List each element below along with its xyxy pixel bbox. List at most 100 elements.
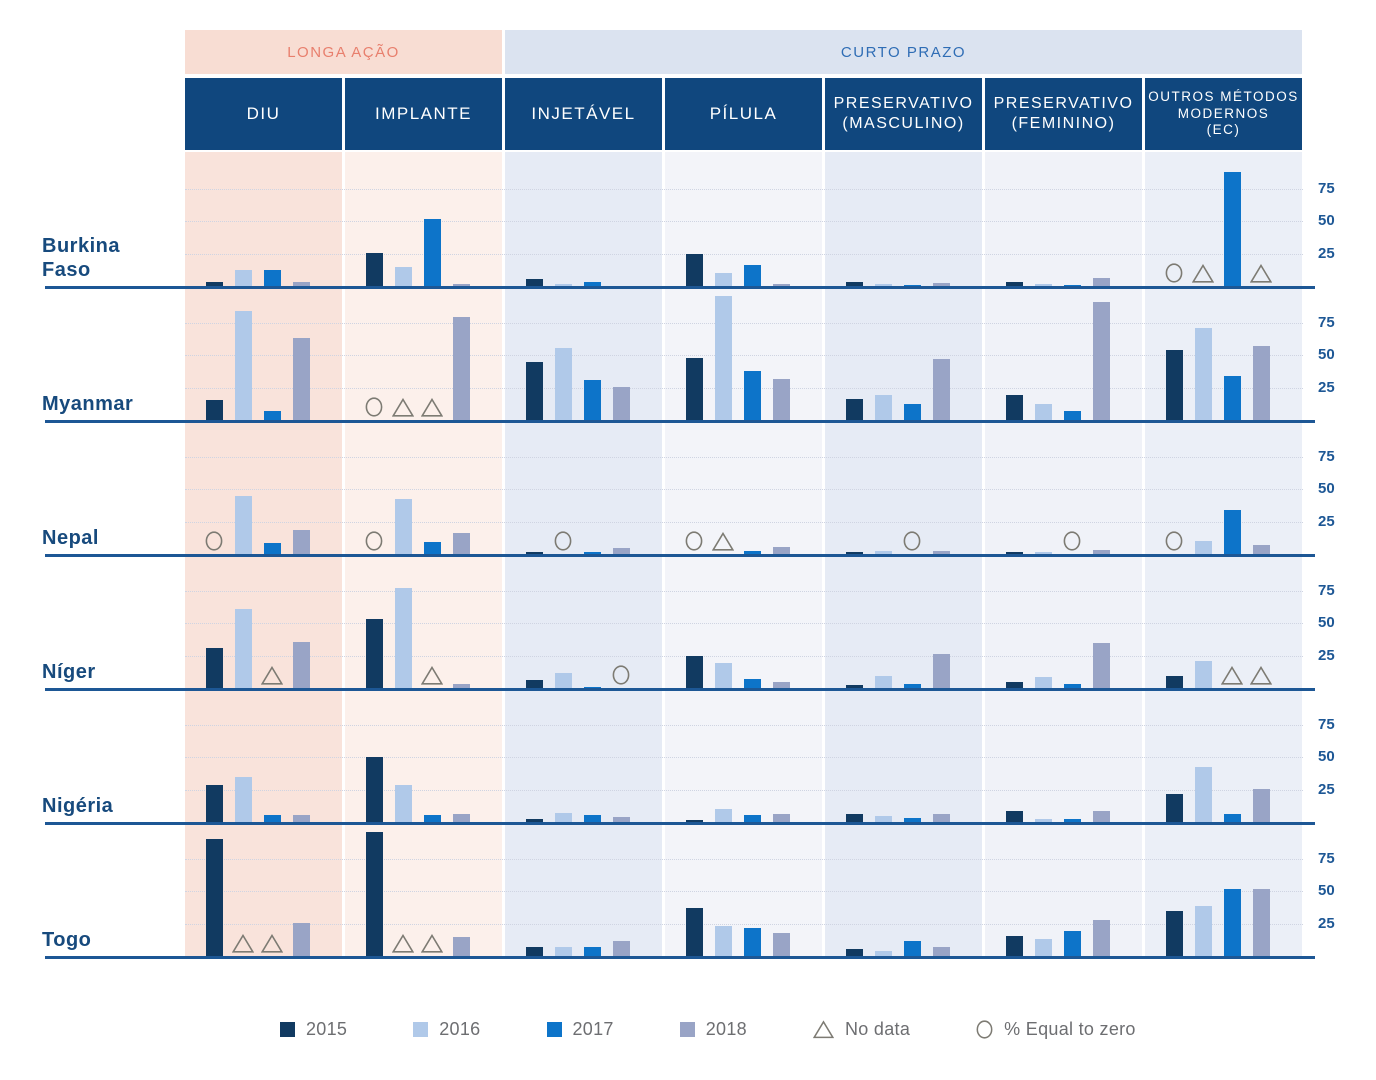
bar-p-lula-2017: [744, 264, 761, 287]
gridline-25: [185, 924, 1303, 926]
bar-implante-2018: [453, 937, 470, 957]
no-data-triangle-icon: [392, 398, 414, 417]
axis-tick-75: 75: [1318, 581, 1335, 599]
bar-injet-vel-2016: [555, 673, 572, 689]
bar-p-lula-2015: [686, 358, 703, 421]
axis-tick-25: 25: [1318, 915, 1335, 933]
bar-implante-2015: [366, 619, 383, 689]
bar-injet-vel-2016: [555, 283, 572, 287]
bar-implante-2016: [395, 498, 412, 555]
bar-diu-2018: [293, 922, 310, 957]
bar-outros-m-todos-modernos-ec-2016: [1195, 327, 1212, 421]
bar-injet-vel-2015: [526, 946, 543, 957]
bar-p-lula-2015: [686, 908, 703, 957]
bar-implante-2017: [424, 815, 441, 823]
no-data-triangle-icon: [813, 1019, 834, 1039]
bar-injet-vel-2017: [584, 815, 601, 823]
bar-preservativo-feminino-2016: [1035, 819, 1052, 823]
axis-tick-75: 75: [1318, 313, 1335, 331]
bar-preservativo-masculino-2018: [933, 653, 950, 689]
gridline-25: [185, 522, 1303, 524]
bar-p-lula-2018: [773, 547, 790, 555]
bar-preservativo-masculino-2018: [933, 551, 950, 555]
bar-implante-2016: [395, 784, 412, 823]
column-header-implante: IMPLANTE: [345, 78, 502, 150]
bar-preservativo-masculino-2017: [904, 818, 921, 823]
baseline-n-ger: [45, 688, 1315, 691]
bar-p-lula-2017: [744, 371, 761, 421]
column-header-p-lula: PÍLULA: [665, 78, 822, 150]
bar-preservativo-masculino-2018: [933, 359, 950, 421]
bar-p-lula-2016: [715, 662, 732, 689]
bar-outros-m-todos-modernos-ec-2017: [1224, 813, 1241, 823]
bar-diu-2015: [206, 838, 223, 957]
bar-p-lula-2018: [773, 813, 790, 823]
no-data-triangle-icon: [421, 666, 443, 685]
bar-preservativo-feminino-2017: [1064, 819, 1081, 823]
bar-outros-m-todos-modernos-ec-2015: [1166, 794, 1183, 823]
bar-preservativo-feminino-2015: [1006, 811, 1023, 823]
axis-tick-50: 50: [1318, 212, 1335, 230]
baseline-nig-ria: [45, 822, 1315, 825]
bar-preservativo-masculino-2017: [904, 683, 921, 689]
column-header-line: PRESERVATIVO: [993, 95, 1134, 112]
bar-preservativo-masculino-2015: [846, 282, 863, 287]
bar-outros-m-todos-modernos-ec-2015: [1166, 911, 1183, 957]
column-header-line: IMPLANTE: [374, 104, 473, 124]
legend-label: 2016: [439, 1018, 481, 1039]
bar-injet-vel-2016: [555, 812, 572, 823]
bar-preservativo-masculino-2015: [846, 813, 863, 823]
bar-implante-2016: [395, 267, 412, 287]
bar-implante-2015: [366, 832, 383, 957]
bar-outros-m-todos-modernos-ec-2015: [1166, 350, 1183, 421]
group-band-curto-prazo: CURTO PRAZO: [505, 30, 1302, 74]
zero-circle-icon: [365, 397, 383, 417]
bar-injet-vel-2017: [584, 551, 601, 555]
legend-swatch-2017: [546, 1021, 562, 1037]
bar-outros-m-todos-modernos-ec-2017: [1224, 171, 1241, 287]
bar-diu-2016: [235, 310, 252, 421]
bar-p-lula-2016: [715, 272, 732, 287]
column-header-line: (FEMININO): [1011, 115, 1116, 132]
no-data-triangle-icon: [1250, 666, 1272, 685]
gridline-75: [185, 858, 1303, 860]
gridline-75: [185, 322, 1303, 324]
gridline-50: [185, 891, 1303, 893]
gridline-25: [185, 254, 1303, 256]
baseline-myanmar: [45, 420, 1315, 423]
row-label-n-ger: Níger: [42, 661, 96, 683]
bar-implante-2018: [453, 813, 470, 823]
bar-outros-m-todos-modernos-ec-2017: [1224, 888, 1241, 957]
legend-label: 2017: [572, 1018, 614, 1039]
bar-outros-m-todos-modernos-ec-2016: [1195, 766, 1212, 823]
bar-p-lula-2015: [686, 254, 703, 287]
bar-injet-vel-2015: [526, 279, 543, 287]
bar-outros-m-todos-modernos-ec-2018: [1253, 346, 1270, 421]
axis-tick-25: 25: [1318, 379, 1335, 397]
bar-implante-2018: [453, 283, 470, 287]
bar-implante-2016: [395, 587, 412, 689]
bar-preservativo-feminino-2016: [1035, 284, 1052, 287]
bar-injet-vel-2018: [613, 548, 630, 555]
bar-injet-vel-2015: [526, 361, 543, 421]
bar-diu-2018: [293, 641, 310, 689]
bar-preservativo-feminino-2018: [1093, 920, 1110, 957]
gridline-25: [185, 656, 1303, 658]
legend-item-equal-to-zero: % Equal to zero: [976, 1019, 1136, 1040]
bar-injet-vel-2018: [613, 817, 630, 823]
bar-p-lula-2017: [744, 551, 761, 555]
axis-tick-50: 50: [1318, 480, 1335, 498]
axis-tick-25: 25: [1318, 781, 1335, 799]
baseline-togo: [45, 956, 1315, 959]
column-header-line: MODERNOS: [1177, 105, 1270, 121]
bar-diu-2017: [264, 410, 281, 421]
axis-tick-50: 50: [1318, 346, 1335, 364]
bar-p-lula-2018: [773, 283, 790, 287]
bar-outros-m-todos-modernos-ec-2016: [1195, 540, 1212, 555]
bar-diu-2016: [235, 777, 252, 823]
legend: 2015 2016 2017 2018 No data % Equal to zero: [280, 1012, 1136, 1046]
bar-injet-vel-2017: [584, 946, 601, 957]
bar-implante-2018: [453, 683, 470, 689]
bar-injet-vel-2015: [526, 679, 543, 689]
column-header-line: (EC): [1206, 122, 1241, 138]
